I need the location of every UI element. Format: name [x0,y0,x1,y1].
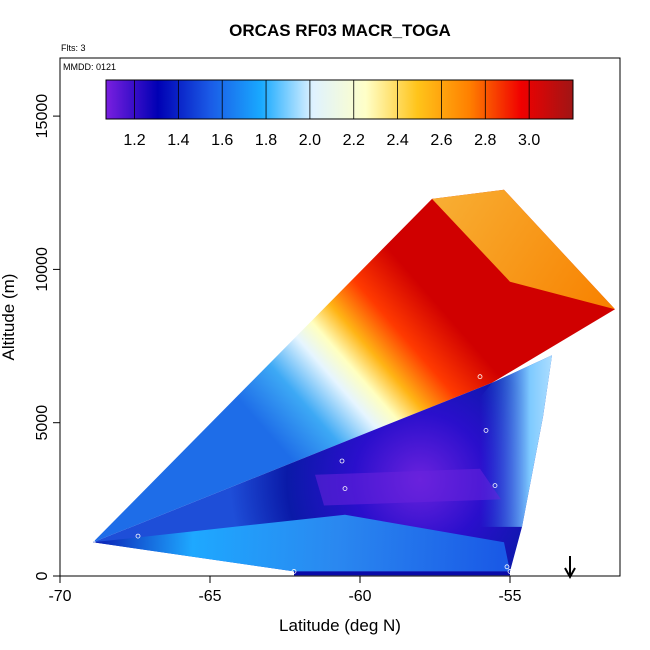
colorbar-tick-label: 1.6 [211,132,233,149]
x-axis-label: Latitude (deg N) [279,616,401,635]
colorbar-tick-label: 2.6 [430,132,452,149]
sample-point [342,486,348,492]
middle-band-region [93,355,552,572]
bottom-strip [294,571,510,576]
sample-point [90,539,96,545]
y-axis-label: Altitude (m) [0,274,18,361]
sample-point [504,564,510,570]
colorbar: 1.2 1.4 1.6 1.8 2.0 2.2 2.4 2.6 2.8 3.0 [105,79,574,149]
down-arrow-head [564,567,576,580]
colorbar-tick-label: 2.4 [386,132,408,149]
sample-point [291,569,297,574]
y-tick-label: 5000 [34,405,51,441]
sample-points [90,374,513,574]
plot-area [90,189,615,576]
middle-band-core [315,468,501,506]
y-tick-label: 10000 [34,247,51,292]
x-tick-label: -65 [198,588,221,605]
sample-point [339,458,345,464]
colorbar-tick-label: 3.0 [518,132,540,149]
x-tick-label: -60 [348,588,371,605]
sample-point [135,533,141,539]
colorbar-tick-label: 2.2 [343,132,365,149]
sample-point [507,569,513,574]
colorbar-gradient [105,79,574,120]
y-tick-label: 0 [34,571,51,580]
date-label: MMDD: 0121 [63,62,116,72]
upper-wedge-top-shade [432,189,615,310]
y-tick-label: 15000 [34,94,51,139]
sample-point [171,562,177,568]
flights-count-label: Flts: 3 [61,43,86,53]
x-tick-label: -70 [48,588,71,605]
sample-point [477,374,483,380]
latitude-marker [564,556,576,580]
colorbar-tick-label: 2.8 [474,132,496,149]
data-regions [93,189,615,576]
sample-point [483,427,489,433]
colorbar-tick-label: 2.0 [299,132,321,149]
colorbar-tick-label: 1.2 [123,132,145,149]
lower-band-region [93,514,510,572]
upper-wedge-region [93,189,615,543]
plot-frame [59,57,621,577]
x-tick-label: -55 [498,588,521,605]
colorbar-tick-label: 1.4 [167,132,189,149]
sample-point [492,483,498,489]
x-axis: -70 -65 -60 -55 [48,576,522,605]
y-axis: 0 5000 10000 15000 [34,94,60,580]
colorbar-tick-label: 1.8 [255,132,277,149]
chart-title: ORCAS RF03 MACR_TOGA [229,21,451,40]
